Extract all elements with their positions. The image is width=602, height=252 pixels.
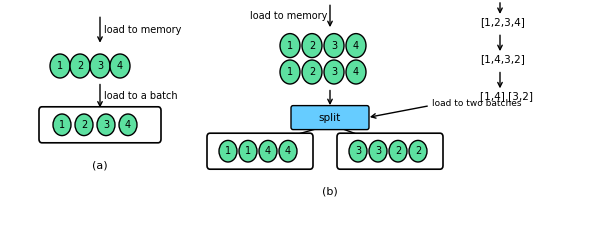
Text: 3: 3 <box>97 61 103 71</box>
Text: load to two batches: load to two batches <box>432 99 521 108</box>
Text: 3: 3 <box>103 120 109 130</box>
Circle shape <box>259 140 277 162</box>
Circle shape <box>349 140 367 162</box>
FancyBboxPatch shape <box>207 133 313 169</box>
Text: 4: 4 <box>353 41 359 51</box>
Circle shape <box>389 140 407 162</box>
Text: 2: 2 <box>395 146 401 156</box>
Text: load to memory: load to memory <box>104 25 181 35</box>
Text: 3: 3 <box>331 41 337 51</box>
Text: (b): (b) <box>322 187 338 197</box>
Circle shape <box>302 34 322 58</box>
Text: 4: 4 <box>117 61 123 71</box>
Text: 1: 1 <box>245 146 251 156</box>
Text: (a): (a) <box>92 161 108 171</box>
Text: [1,2,3,4]: [1,2,3,4] <box>480 17 525 27</box>
Text: 3: 3 <box>355 146 361 156</box>
Text: 4: 4 <box>125 120 131 130</box>
Circle shape <box>280 60 300 84</box>
Text: 2: 2 <box>77 61 83 71</box>
Circle shape <box>324 60 344 84</box>
Text: 1: 1 <box>57 61 63 71</box>
Text: 4: 4 <box>353 67 359 77</box>
Circle shape <box>70 54 90 78</box>
Text: [1,4] [3,2]: [1,4] [3,2] <box>480 91 533 101</box>
Text: 1: 1 <box>287 41 293 51</box>
Circle shape <box>280 34 300 58</box>
FancyBboxPatch shape <box>291 106 369 130</box>
Text: 2: 2 <box>81 120 87 130</box>
Circle shape <box>50 54 70 78</box>
Circle shape <box>239 140 257 162</box>
Circle shape <box>369 140 387 162</box>
Circle shape <box>110 54 130 78</box>
Circle shape <box>324 34 344 58</box>
Text: 1: 1 <box>287 67 293 77</box>
Text: 3: 3 <box>331 67 337 77</box>
Text: 4: 4 <box>285 146 291 156</box>
Text: 2: 2 <box>309 41 315 51</box>
Text: [1,4,3,2]: [1,4,3,2] <box>480 54 525 64</box>
Text: 2: 2 <box>309 67 315 77</box>
Text: split: split <box>319 113 341 123</box>
Text: 2: 2 <box>415 146 421 156</box>
Circle shape <box>346 60 366 84</box>
Text: 1: 1 <box>59 120 65 130</box>
Circle shape <box>75 114 93 136</box>
Text: load to a batch: load to a batch <box>104 91 178 101</box>
Circle shape <box>302 60 322 84</box>
Circle shape <box>97 114 115 136</box>
Circle shape <box>90 54 110 78</box>
Text: 4: 4 <box>265 146 271 156</box>
Text: load to memory: load to memory <box>250 11 327 21</box>
Circle shape <box>219 140 237 162</box>
Circle shape <box>409 140 427 162</box>
FancyBboxPatch shape <box>337 133 443 169</box>
Circle shape <box>119 114 137 136</box>
Text: 1: 1 <box>225 146 231 156</box>
Text: 3: 3 <box>375 146 381 156</box>
Circle shape <box>279 140 297 162</box>
Circle shape <box>53 114 71 136</box>
FancyBboxPatch shape <box>39 107 161 143</box>
Circle shape <box>346 34 366 58</box>
